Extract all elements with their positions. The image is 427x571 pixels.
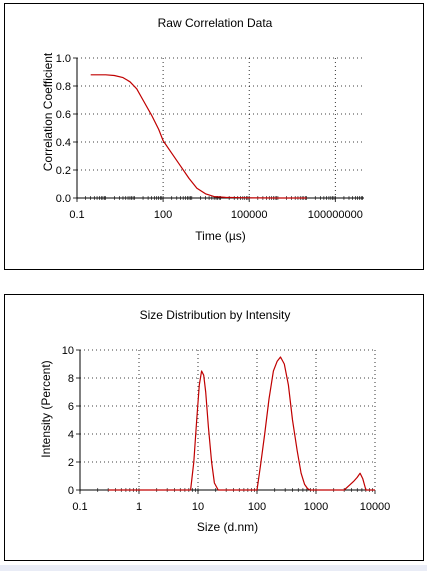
- size-distribution-chart: 0.1 1 10 100 1000 10000 0 2 4 6 8 10 Size Distributi…: [39, 308, 391, 534]
- y-tick-label: 0.6: [56, 109, 71, 121]
- size-distribution-chart-panel: 0.1 1 10 100 1000 10000 0 2 4 6 8 10 Size Distributi…: [4, 294, 424, 561]
- y-tick-label: 0.4: [56, 137, 71, 149]
- x-tick-label: 1000: [304, 501, 328, 513]
- bottom-strip: [0, 565, 427, 571]
- chart-title: Size Distribution by Intensity: [140, 308, 291, 322]
- y-tick-label: 0.2: [56, 165, 71, 177]
- y-tick-label: 4: [68, 429, 74, 441]
- y-tick-label: 1.0: [56, 53, 71, 65]
- x-axis-label: Size (d.nm): [197, 520, 258, 534]
- series-line: [108, 356, 375, 491]
- x-tick-label: 10: [192, 501, 204, 513]
- x-tick-label: 100000000: [308, 209, 363, 221]
- x-tick-label: 0.1: [69, 209, 84, 221]
- y-axis-label: Intensity (Percent): [39, 360, 53, 457]
- x-tick-label: 100: [248, 501, 266, 513]
- correlation-chart: 0.1 100 100000 100000000 0.0 0.2 0.4 0.6 0.8 1.0 R…: [41, 16, 364, 243]
- y-axis-label: Correlation Coefficient: [41, 52, 55, 171]
- y-tick-label: 2: [68, 457, 74, 469]
- y-tick-label: 10: [62, 345, 74, 357]
- y-tick-label: 0.8: [56, 81, 71, 93]
- chart-title: Raw Correlation Data: [158, 16, 273, 30]
- y-tick-label: 8: [68, 373, 74, 385]
- x-tick-label: 10000: [360, 501, 391, 513]
- x-tick-label: 100000: [231, 209, 268, 221]
- correlation-chart-panel: 0.1 100 100000 100000000 0.0 0.2 0.4 0.6 0.8 1.0 R…: [4, 3, 424, 270]
- series-line: [90, 74, 307, 199]
- y-tick-label: 0: [68, 485, 74, 497]
- x-axis-label: Time (µs): [195, 229, 245, 243]
- y-tick-label: 0.0: [56, 193, 71, 205]
- x-tick-label: 0.1: [72, 501, 87, 513]
- x-tick-label: 1: [136, 501, 142, 513]
- x-tick-label: 100: [154, 209, 172, 221]
- y-tick-label: 6: [68, 401, 74, 413]
